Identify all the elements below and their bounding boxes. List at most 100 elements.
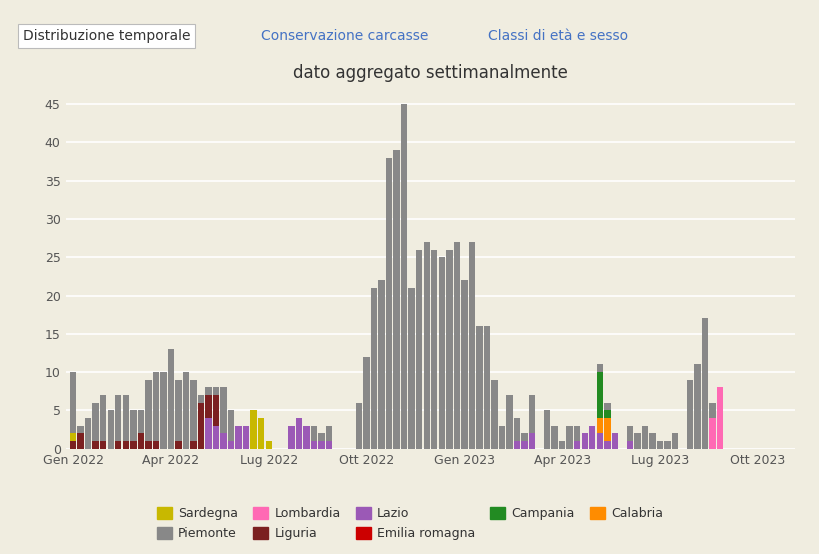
Bar — [694, 365, 700, 449]
Bar — [581, 433, 587, 449]
Bar — [70, 372, 76, 433]
Bar — [514, 418, 519, 441]
Bar — [213, 426, 219, 449]
Bar — [378, 280, 384, 449]
Bar — [596, 433, 602, 449]
Title: dato aggregato settimanalmente: dato aggregato settimanalmente — [292, 64, 568, 81]
Bar — [175, 441, 182, 449]
Bar — [70, 433, 76, 441]
Bar — [633, 433, 640, 449]
Bar — [521, 441, 527, 449]
Bar — [400, 104, 407, 449]
Bar — [145, 441, 152, 449]
Bar — [258, 418, 264, 449]
Bar — [190, 441, 197, 449]
Bar — [318, 433, 324, 441]
Bar — [303, 426, 310, 449]
Bar — [85, 418, 91, 449]
Bar — [483, 326, 490, 449]
Bar — [197, 395, 204, 403]
Bar — [228, 411, 234, 441]
Bar — [588, 426, 595, 449]
Bar — [543, 411, 550, 449]
Bar — [77, 426, 84, 433]
Text: Distribuzione temporale: Distribuzione temporale — [23, 29, 190, 43]
Bar — [183, 372, 189, 449]
Bar — [123, 441, 129, 449]
Legend: Sardegna, Piemonte, Lombardia, Liguria, Lazio, Emilia romagna, Campania, Calabri: Sardegna, Piemonte, Lombardia, Liguria, … — [152, 502, 667, 545]
Bar — [528, 395, 535, 433]
Bar — [115, 441, 121, 449]
Bar — [701, 319, 708, 449]
Bar — [370, 288, 377, 449]
Bar — [100, 441, 106, 449]
Bar — [596, 418, 602, 433]
Bar — [310, 441, 317, 449]
Bar — [641, 426, 647, 449]
Bar — [100, 395, 106, 441]
Bar — [310, 426, 317, 441]
Text: Classi di età e sesso: Classi di età e sesso — [487, 29, 627, 43]
Bar — [566, 426, 572, 449]
Bar — [70, 441, 76, 449]
Bar — [596, 365, 602, 372]
Bar — [242, 426, 249, 449]
Bar — [604, 403, 610, 411]
Bar — [446, 249, 452, 449]
Bar — [708, 403, 715, 418]
Bar — [77, 433, 84, 449]
Bar — [686, 380, 692, 449]
Bar — [663, 441, 670, 449]
Bar — [491, 380, 497, 449]
Bar — [197, 403, 204, 449]
Bar — [431, 249, 437, 449]
Bar — [498, 426, 505, 449]
Bar — [220, 387, 227, 433]
Bar — [152, 372, 159, 441]
Bar — [559, 441, 564, 449]
Bar — [325, 426, 332, 441]
Bar — [460, 280, 467, 449]
Bar — [596, 372, 602, 418]
Bar — [626, 441, 632, 449]
Bar — [115, 395, 121, 441]
Bar — [265, 441, 272, 449]
Bar — [205, 387, 211, 395]
Bar — [671, 433, 677, 449]
Bar — [220, 433, 227, 449]
Bar — [604, 411, 610, 418]
Bar — [93, 403, 99, 441]
Bar — [296, 418, 301, 449]
Bar — [205, 395, 211, 418]
Bar — [423, 242, 429, 449]
Bar — [408, 288, 414, 449]
Bar — [213, 395, 219, 426]
Bar — [235, 426, 242, 449]
Bar — [138, 411, 144, 433]
Bar — [363, 357, 369, 449]
Bar — [228, 441, 234, 449]
Bar — [393, 150, 400, 449]
Bar — [138, 433, 144, 449]
Bar — [604, 418, 610, 441]
Text: Conservazione carcasse: Conservazione carcasse — [260, 29, 428, 43]
Bar — [123, 395, 129, 441]
Bar — [107, 411, 114, 449]
Bar — [130, 411, 136, 441]
Bar — [514, 441, 519, 449]
Bar — [130, 441, 136, 449]
Bar — [649, 433, 655, 449]
Bar — [521, 433, 527, 441]
Bar — [573, 441, 580, 449]
Bar — [318, 441, 324, 449]
Bar — [438, 257, 445, 449]
Bar — [528, 433, 535, 449]
Bar — [145, 380, 152, 441]
Bar — [550, 426, 557, 449]
Bar — [468, 242, 474, 449]
Bar — [626, 426, 632, 441]
Bar — [505, 395, 512, 449]
Bar — [93, 441, 99, 449]
Bar — [190, 380, 197, 441]
Bar — [355, 403, 362, 449]
